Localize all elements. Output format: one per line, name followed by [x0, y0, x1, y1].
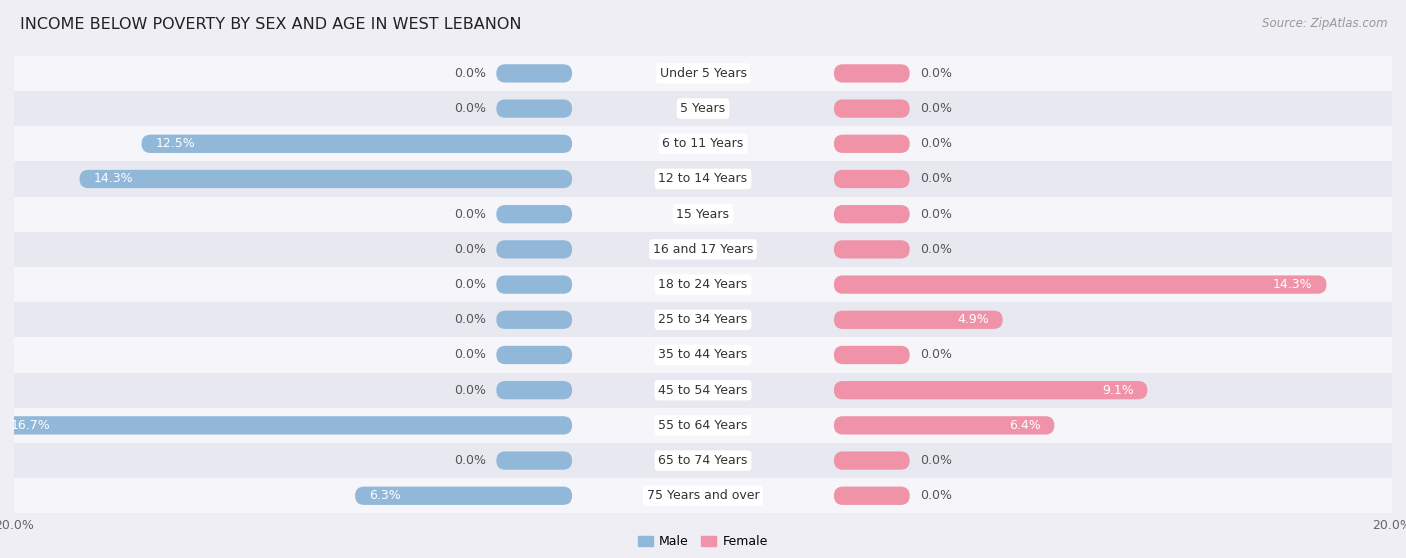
Bar: [14, 302, 1392, 338]
Text: Under 5 Years: Under 5 Years: [659, 67, 747, 80]
Text: 12 to 14 Years: 12 to 14 Years: [658, 172, 748, 185]
Text: 6 to 11 Years: 6 to 11 Years: [662, 137, 744, 150]
Text: 0.0%: 0.0%: [920, 349, 952, 362]
FancyBboxPatch shape: [834, 276, 1326, 294]
FancyBboxPatch shape: [834, 134, 910, 153]
FancyBboxPatch shape: [496, 99, 572, 118]
Text: 5 Years: 5 Years: [681, 102, 725, 115]
Text: 0.0%: 0.0%: [454, 384, 486, 397]
FancyBboxPatch shape: [834, 416, 1054, 435]
FancyBboxPatch shape: [834, 240, 910, 258]
Text: 4.9%: 4.9%: [957, 313, 988, 326]
Text: 0.0%: 0.0%: [920, 208, 952, 220]
Text: 9.1%: 9.1%: [1102, 384, 1133, 397]
Text: 15 Years: 15 Years: [676, 208, 730, 220]
Bar: [14, 443, 1392, 478]
Text: 25 to 34 Years: 25 to 34 Years: [658, 313, 748, 326]
Text: 18 to 24 Years: 18 to 24 Years: [658, 278, 748, 291]
Text: 0.0%: 0.0%: [920, 489, 952, 502]
FancyBboxPatch shape: [356, 487, 572, 505]
Text: 0.0%: 0.0%: [454, 349, 486, 362]
Bar: [14, 126, 1392, 161]
Bar: [14, 56, 1392, 91]
FancyBboxPatch shape: [834, 170, 910, 188]
Bar: [14, 267, 1392, 302]
Text: 0.0%: 0.0%: [454, 102, 486, 115]
Bar: [14, 91, 1392, 126]
Legend: Male, Female: Male, Female: [638, 535, 768, 549]
Bar: [14, 232, 1392, 267]
FancyBboxPatch shape: [496, 451, 572, 470]
FancyBboxPatch shape: [496, 205, 572, 223]
Text: 75 Years and over: 75 Years and over: [647, 489, 759, 502]
Text: 6.4%: 6.4%: [1010, 419, 1040, 432]
Text: Source: ZipAtlas.com: Source: ZipAtlas.com: [1263, 17, 1388, 30]
FancyBboxPatch shape: [496, 346, 572, 364]
FancyBboxPatch shape: [80, 170, 572, 188]
Bar: [14, 161, 1392, 196]
Text: 0.0%: 0.0%: [454, 278, 486, 291]
FancyBboxPatch shape: [834, 381, 1147, 400]
Text: 6.3%: 6.3%: [368, 489, 401, 502]
Bar: [14, 408, 1392, 443]
Text: 35 to 44 Years: 35 to 44 Years: [658, 349, 748, 362]
Text: 65 to 74 Years: 65 to 74 Years: [658, 454, 748, 467]
Text: 0.0%: 0.0%: [920, 137, 952, 150]
Text: 0.0%: 0.0%: [454, 313, 486, 326]
FancyBboxPatch shape: [142, 134, 572, 153]
FancyBboxPatch shape: [0, 416, 572, 435]
Text: 0.0%: 0.0%: [920, 102, 952, 115]
FancyBboxPatch shape: [496, 381, 572, 400]
Text: 0.0%: 0.0%: [454, 243, 486, 256]
Text: 0.0%: 0.0%: [454, 454, 486, 467]
FancyBboxPatch shape: [834, 99, 910, 118]
Text: 0.0%: 0.0%: [454, 208, 486, 220]
FancyBboxPatch shape: [496, 276, 572, 294]
Text: 0.0%: 0.0%: [920, 67, 952, 80]
Bar: [14, 373, 1392, 408]
Text: 16 and 17 Years: 16 and 17 Years: [652, 243, 754, 256]
FancyBboxPatch shape: [834, 487, 910, 505]
Bar: [14, 338, 1392, 373]
Text: 0.0%: 0.0%: [454, 67, 486, 80]
FancyBboxPatch shape: [834, 451, 910, 470]
Bar: [14, 478, 1392, 513]
Text: 14.3%: 14.3%: [93, 172, 134, 185]
FancyBboxPatch shape: [496, 64, 572, 83]
FancyBboxPatch shape: [834, 64, 910, 83]
Text: 16.7%: 16.7%: [11, 419, 51, 432]
FancyBboxPatch shape: [834, 311, 1002, 329]
Bar: [14, 196, 1392, 232]
Text: 12.5%: 12.5%: [155, 137, 195, 150]
Text: INCOME BELOW POVERTY BY SEX AND AGE IN WEST LEBANON: INCOME BELOW POVERTY BY SEX AND AGE IN W…: [20, 17, 522, 32]
Text: 0.0%: 0.0%: [920, 454, 952, 467]
Text: 0.0%: 0.0%: [920, 172, 952, 185]
FancyBboxPatch shape: [496, 240, 572, 258]
Text: 0.0%: 0.0%: [920, 243, 952, 256]
FancyBboxPatch shape: [496, 311, 572, 329]
Text: 14.3%: 14.3%: [1272, 278, 1313, 291]
Text: 45 to 54 Years: 45 to 54 Years: [658, 384, 748, 397]
FancyBboxPatch shape: [834, 346, 910, 364]
FancyBboxPatch shape: [834, 205, 910, 223]
Text: 55 to 64 Years: 55 to 64 Years: [658, 419, 748, 432]
